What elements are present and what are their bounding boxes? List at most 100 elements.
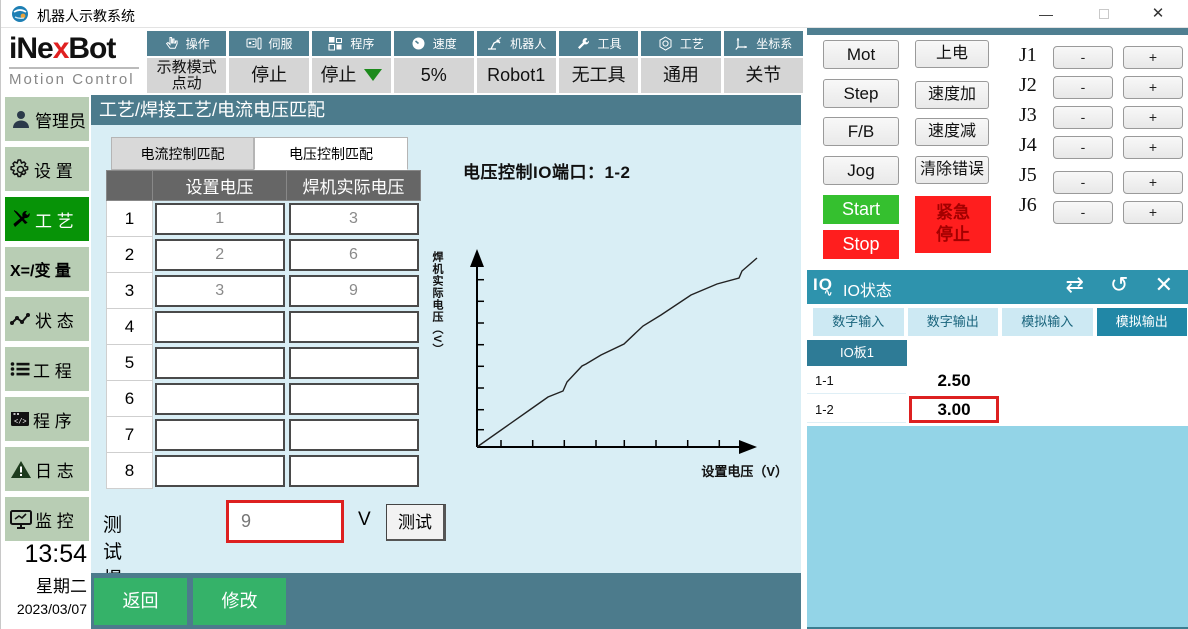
set-voltage-input[interactable] (155, 454, 285, 487)
io-panel-header: IO∿ IO状态 ⇄ ↺ ✕ (807, 270, 1188, 304)
set-voltage-input[interactable] (155, 274, 285, 307)
sidebar-item-admin[interactable]: 管理员 (5, 97, 89, 141)
io-close-icon[interactable]: ✕ (1154, 272, 1183, 297)
x-axis-label: 设置电压（V） (701, 464, 788, 479)
io-row-value-highlighted[interactable]: 3.00 (909, 396, 999, 423)
maximize-button[interactable] (1081, 0, 1127, 28)
sidebar-item-craft[interactable]: 工 艺 (5, 197, 89, 241)
actual-voltage-input[interactable] (288, 310, 419, 343)
j6-plus-button[interactable]: + (1123, 201, 1183, 224)
set-voltage-input[interactable] (155, 202, 285, 235)
sidebar-item-log[interactable]: 日 志 (5, 447, 89, 491)
minimize-button[interactable]: — (1039, 6, 1053, 22)
actual-voltage-input[interactable] (288, 274, 419, 307)
y-axis-arrow (470, 249, 484, 267)
set-voltage-input[interactable] (155, 310, 285, 343)
stop-button[interactable]: Stop (823, 230, 899, 259)
jog-button[interactable]: Jog (823, 156, 899, 185)
test-voltage-input[interactable] (226, 500, 344, 543)
mot-button[interactable]: Mot (823, 40, 899, 69)
fb-button[interactable]: F/B (823, 117, 899, 146)
dropdown-arrow-icon (364, 69, 383, 82)
j2-plus-button[interactable]: + (1123, 76, 1183, 99)
grid-icon (328, 37, 343, 51)
toolbar-item-value[interactable]: 示教模式 点动 (147, 58, 227, 93)
j1-plus-button[interactable]: + (1123, 46, 1183, 69)
toolbar-item-speed[interactable]: 速度 5% (394, 31, 474, 93)
start-button[interactable]: Start (823, 195, 899, 224)
j5-plus-button[interactable]: + (1123, 171, 1183, 194)
toolbar-item-value[interactable]: 停止 (229, 58, 309, 93)
table-row: 4 (106, 308, 421, 345)
j3-minus-button[interactable]: - (1053, 106, 1113, 129)
toolbar-item-value[interactable]: Robot1 (476, 58, 556, 93)
emergency-stop-button[interactable]: 紧急 停止 (915, 196, 991, 253)
j2-minus-button[interactable]: - (1053, 76, 1113, 99)
speed-up-button[interactable]: 速度加 (915, 81, 989, 109)
sidebar-item-program[interactable]: </> 程 序 (5, 397, 89, 441)
actual-voltage-input[interactable] (288, 346, 419, 379)
j1-minus-button[interactable]: - (1053, 46, 1113, 69)
undo-icon[interactable]: ↺ (1110, 272, 1139, 297)
tab-digital-output[interactable]: 数字输出 (907, 308, 998, 336)
test-button[interactable]: 测试 (386, 504, 446, 541)
modify-button[interactable]: 修改 (193, 578, 286, 625)
status-icon (10, 313, 30, 325)
set-voltage-input[interactable] (155, 346, 285, 379)
actual-voltage-input[interactable] (288, 454, 419, 487)
toolbar-item-robot[interactable]: 机器人 Robot1 (476, 31, 556, 93)
toolbar-item-value[interactable]: 停止 (311, 58, 392, 93)
toolbar-item-program-state[interactable]: 程序 停止 (311, 31, 392, 93)
tab-digital-input[interactable]: 数字输入 (813, 308, 904, 336)
toolbar-item-label: 工具 (597, 37, 622, 51)
io-row-value[interactable]: 2.50 (909, 367, 999, 394)
step-button[interactable]: Step (823, 79, 899, 108)
actual-voltage-input[interactable] (288, 238, 419, 271)
toolbar-item-tool[interactable]: 工具 无工具 (558, 31, 639, 93)
toolbar-item-coord[interactable]: 坐标系 关节 (723, 31, 803, 93)
j5-minus-button[interactable]: - (1053, 171, 1113, 194)
y-axis-label: 焊机实际电压（V） (431, 251, 443, 356)
toolbar-item-craft[interactable]: 工艺 通用 (641, 31, 721, 93)
toolbar-item-servo[interactable]: 伺服 停止 (229, 31, 309, 93)
logo: iNexBot Motion Control (1, 29, 146, 95)
sidebar-item-project[interactable]: 工 程 (5, 347, 89, 391)
set-voltage-input[interactable] (155, 238, 285, 271)
toolbar-item-operation[interactable]: 操作 示教模式 点动 (147, 31, 227, 93)
toolbar-item-value[interactable]: 5% (394, 58, 474, 93)
j4-minus-button[interactable]: - (1053, 136, 1113, 159)
j3-plus-button[interactable]: + (1123, 106, 1183, 129)
close-button[interactable]: ✕ (1151, 5, 1165, 22)
table-row: 7 (106, 416, 421, 453)
tab-analog-input[interactable]: 模拟输入 (1002, 308, 1093, 336)
window-title: 机器人示教系统 (37, 8, 135, 24)
actual-voltage-input[interactable] (288, 202, 419, 235)
test-voltage-unit: V (358, 509, 371, 530)
voltage-chart: 焊机实际电压（V） 设置电压（V） (431, 233, 796, 493)
tab-voltage-match[interactable]: 电压控制匹配 (254, 137, 408, 170)
toolbar-item-value[interactable]: 通用 (641, 58, 721, 93)
tab-analog-output[interactable]: 模拟输出 (1096, 308, 1187, 336)
toolbar-item-label: 工艺 (679, 37, 704, 51)
code-icon: </> (11, 412, 29, 427)
clear-error-button[interactable]: 清除错误 (915, 156, 989, 184)
toolbar-item-value[interactable]: 无工具 (558, 58, 639, 93)
sidebar-item-status[interactable]: 状 态 (5, 297, 89, 341)
sidebar-item-settings[interactable]: 设 置 (5, 147, 89, 191)
sidebar: 管理员 设 置 工 艺 X=/变 量 状 态 工 程 </> 程 序 日 志 (1, 95, 90, 629)
swap-icon[interactable]: ⇄ (1065, 272, 1094, 297)
tab-current-match[interactable]: 电流控制匹配 (111, 137, 254, 170)
sidebar-item-variables[interactable]: X=/变 量 (5, 247, 89, 291)
j6-minus-button[interactable]: - (1053, 201, 1113, 224)
back-button[interactable]: 返回 (94, 578, 187, 625)
sidebar-item-monitor[interactable]: 监 控 (5, 497, 89, 541)
actual-voltage-input[interactable] (288, 418, 419, 451)
toolbar-item-value[interactable]: 关节 (723, 58, 803, 93)
j4-plus-button[interactable]: + (1123, 136, 1183, 159)
speed-down-button[interactable]: 速度减 (915, 118, 989, 146)
set-voltage-input[interactable] (155, 418, 285, 451)
power-on-button[interactable]: 上电 (915, 40, 989, 68)
io-board-tab[interactable]: IO板1 (807, 340, 907, 366)
set-voltage-input[interactable] (155, 382, 285, 415)
actual-voltage-input[interactable] (288, 382, 419, 415)
